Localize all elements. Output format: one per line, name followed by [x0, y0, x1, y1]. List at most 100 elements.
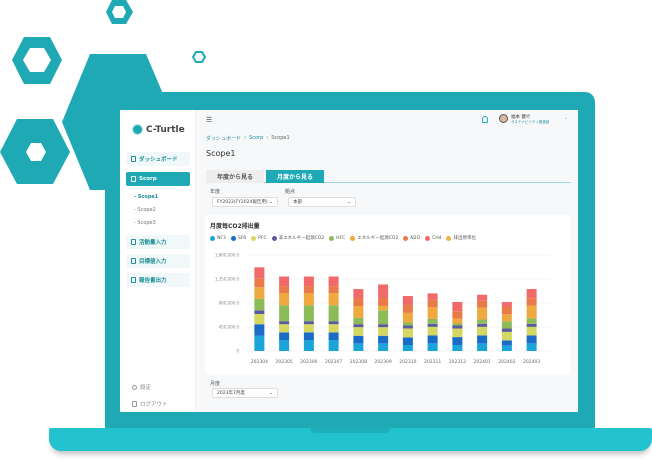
bar-segment: [279, 324, 290, 333]
legend-swatch: [210, 235, 215, 241]
bar-segment: [526, 335, 537, 344]
bar-segment: [254, 278, 265, 288]
year-select[interactable]: FY2023(FY2024報告用) ⌄: [212, 197, 278, 207]
bar-segment: [501, 328, 512, 332]
menu-toggle-icon[interactable]: ☰: [206, 116, 213, 124]
x-tick-label: 202305: [276, 359, 293, 365]
bar-segment: [303, 305, 314, 322]
x-tick-label: 202312: [449, 359, 466, 365]
bar-segment: [303, 286, 314, 294]
bar-segment: [402, 337, 413, 346]
bar-segment: [452, 345, 463, 351]
logo[interactable]: C-Turtle: [132, 124, 185, 135]
sidebar-item-target-input[interactable]: 目標値入力: [126, 254, 190, 268]
legend-swatch: [350, 235, 356, 241]
stacked-bar-chart: 0 450,000.0 900,000.0 1,350,000.0 1,800,000.…: [215, 253, 550, 365]
report-icon: [131, 277, 136, 283]
bar-segment: [402, 312, 413, 323]
bar-segment: [526, 326, 537, 336]
bar-segment: [378, 305, 389, 311]
legend-item[interactable]: PFC: [251, 235, 267, 241]
x-tick-label: 202310: [399, 359, 416, 365]
bar-segment: [477, 300, 488, 308]
bar-segment: [254, 313, 265, 325]
bar-segment: [477, 323, 488, 327]
bar-segment: [452, 318, 463, 324]
bar-segment: [526, 298, 537, 306]
breadcrumb-dashboard[interactable]: ダッシュボード: [206, 136, 242, 142]
legend-item[interactable]: 非エネルギー起源CO2: [271, 235, 324, 241]
month-select[interactable]: 2023年7月度 ⌄: [212, 388, 278, 398]
bar-segment: [279, 293, 290, 306]
dashboard-icon: [131, 156, 136, 162]
legend-item[interactable]: HFC: [329, 235, 345, 241]
bar-segment: [427, 326, 438, 336]
turtle-logo-icon: [132, 124, 143, 135]
tab-by-month[interactable]: 月度から見る: [266, 170, 324, 183]
bar-segment: [427, 343, 438, 351]
bar-segment: [477, 343, 488, 351]
bar-segment: [254, 324, 265, 336]
legend-swatch: [446, 235, 452, 241]
bar-segment: [477, 294, 488, 301]
bar-segment: [402, 322, 413, 326]
sidebar-item-activity-input[interactable]: 活動量入力: [126, 235, 190, 249]
chevron-down-icon[interactable]: ⌄: [564, 115, 569, 121]
sidebar-subitem-scope3[interactable]: - Scope3: [134, 220, 156, 226]
bar-segment: [477, 307, 488, 320]
x-tick-label: 202304: [251, 359, 268, 365]
tab-by-year[interactable]: 年度から見る: [206, 170, 264, 183]
bar-segment: [477, 335, 488, 344]
logout-icon: [132, 401, 137, 407]
legend-item[interactable]: エネルギー起源CO2: [350, 235, 398, 241]
logout-link[interactable]: ログアウト: [132, 400, 168, 408]
bar-segment: [378, 310, 389, 325]
legend-item[interactable]: SF6: [230, 235, 246, 241]
bar-segment: [427, 307, 438, 319]
x-tick-label: 202308: [350, 359, 367, 365]
bar-segment: [501, 302, 512, 307]
bar-segment: [501, 314, 512, 322]
bar-segment: [427, 293, 438, 300]
legend-swatch: [271, 235, 277, 241]
sidebar-item-scorp[interactable]: Scorp: [126, 172, 190, 186]
view-tabs: 年度から見る 月度から見る: [206, 170, 571, 183]
bar-segment: [452, 323, 463, 326]
sidebar-subitem-scope1[interactable]: - Scope1: [134, 194, 159, 200]
chevron-down-icon: ⌄: [347, 199, 351, 205]
bar-segment: [328, 293, 339, 306]
bar-segment: [353, 298, 364, 306]
avatar[interactable]: [499, 114, 508, 123]
sidebar-subitem-scope2[interactable]: - Scope2: [134, 207, 156, 213]
bell-icon[interactable]: [482, 116, 488, 123]
bar-segment: [427, 318, 438, 324]
sidebar-item-dashboard[interactable]: ダッシュボード: [126, 152, 190, 166]
bar-segment: [378, 335, 389, 344]
month-label: 月度: [210, 381, 221, 387]
bar-segment: [254, 298, 265, 311]
bar-segment: [378, 327, 389, 336]
bar-segment: [254, 335, 265, 351]
breadcrumb-scorp[interactable]: Scorp: [249, 135, 264, 141]
chevron-down-icon: ⌄: [269, 199, 273, 205]
chevron-down-icon: ⌄: [269, 390, 273, 396]
bar-segment: [477, 319, 488, 324]
legend-item[interactable]: NF3: [210, 235, 226, 241]
bar-segment: [279, 340, 290, 351]
sidebar-item-report-output[interactable]: 報告書出力: [126, 273, 190, 287]
bar-segment: [452, 337, 463, 346]
site-select[interactable]: 本部 ⌄: [288, 197, 356, 207]
bar-segment: [353, 324, 364, 328]
bar-segment: [328, 332, 339, 341]
legend-item[interactable]: 排出原単位: [446, 235, 476, 241]
bar-segment: [328, 286, 339, 294]
x-tick-label: 202402: [498, 359, 515, 365]
settings-link[interactable]: 設定: [132, 383, 151, 391]
bar-segment: [279, 276, 290, 287]
x-tick-label: 202307: [325, 359, 342, 365]
legend-item[interactable]: N2O: [403, 235, 420, 241]
bar-segment: [328, 324, 339, 333]
chart-legend: NF3 SF6 PFC 非エネルギー起源CO2 HFC エネルギー起源CO2 N2O CH4 排…: [210, 235, 476, 241]
legend-item[interactable]: CH4: [425, 235, 441, 241]
bar-segment: [526, 343, 537, 351]
